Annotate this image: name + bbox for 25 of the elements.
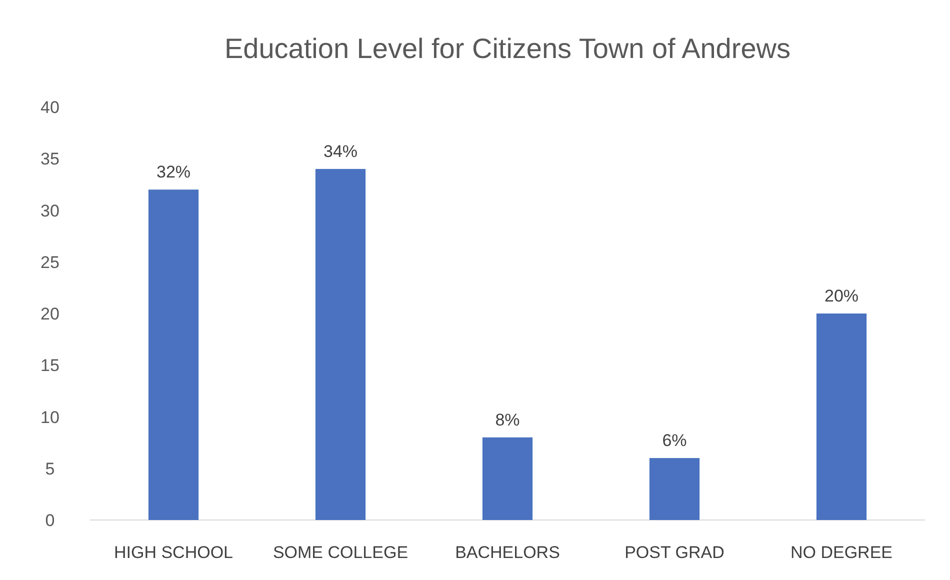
data-label: 6%	[662, 431, 687, 450]
y-tick-label: 30	[40, 201, 60, 220]
y-tick-label: 0	[45, 511, 55, 530]
bar	[148, 190, 199, 520]
y-tick-label: 10	[40, 408, 60, 427]
data-label: 34%	[323, 142, 358, 161]
data-label: 8%	[495, 410, 520, 430]
data-label: 32%	[156, 162, 191, 182]
y-tick-label: 25	[40, 252, 60, 272]
bar	[816, 314, 867, 520]
x-tick-label: BACHELORS	[455, 543, 560, 562]
chart-title: Education Level for Citizens Town of Andrews	[224, 33, 791, 64]
y-tick-label: 35	[40, 150, 60, 169]
x-tick-label: NO DEGREE	[790, 543, 893, 562]
bar	[649, 458, 700, 520]
y-tick-label: 5	[45, 459, 55, 478]
x-tick-label: HIGH SCHOOL	[114, 543, 234, 562]
data-label: 20%	[824, 286, 859, 306]
bar	[482, 437, 533, 520]
y-tick-label: 20	[40, 304, 60, 324]
y-tick-label: 15	[40, 356, 60, 376]
x-tick-label: POST GRAD	[624, 543, 724, 562]
x-tick-label: SOME COLLEGE	[272, 543, 408, 562]
y-tick-label: 40	[40, 98, 60, 117]
bar	[315, 168, 366, 520]
